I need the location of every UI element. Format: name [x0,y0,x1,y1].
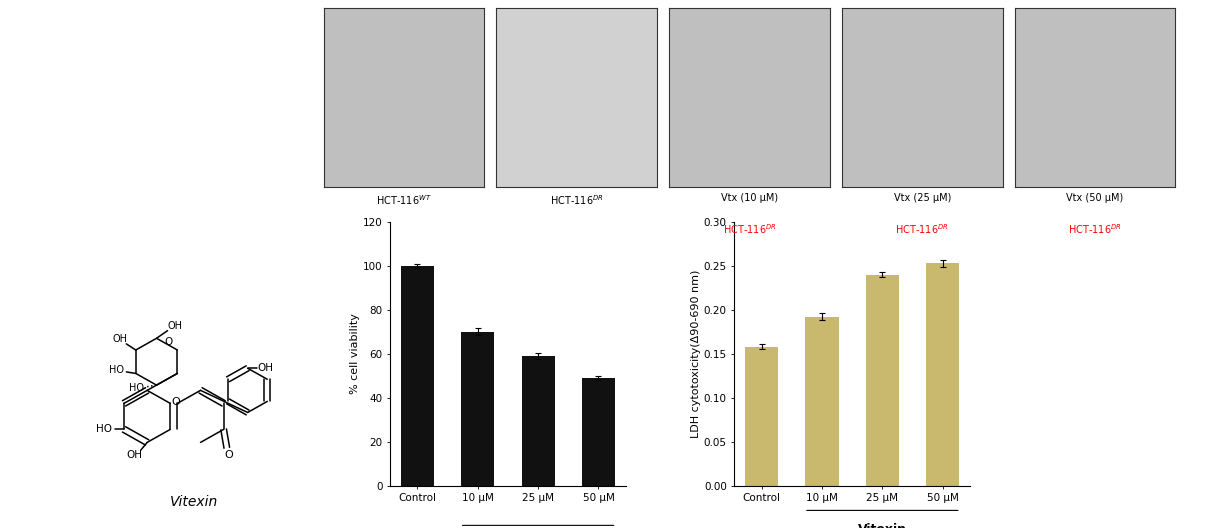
Text: Vtx (25 μM): Vtx (25 μM) [894,193,951,203]
Text: Vtx (10 μM): Vtx (10 μM) [721,193,778,203]
Text: OH: OH [257,363,273,373]
Y-axis label: % cell viability: % cell viability [350,313,360,394]
Text: O: O [172,397,180,407]
Text: HO: HO [110,365,124,375]
Text: OH: OH [168,321,182,331]
Text: OH: OH [127,450,143,460]
Text: HCT-116$^{DR}$: HCT-116$^{DR}$ [1068,222,1122,235]
Y-axis label: LDH cytotoxicity(Δ90-690 nm): LDH cytotoxicity(Δ90-690 nm) [691,270,701,438]
Text: Vitexin: Vitexin [858,523,907,528]
Bar [401,266,434,486]
Bar [522,356,554,486]
Text: HCT-116$^{DR}$: HCT-116$^{DR}$ [722,222,777,235]
Text: O: O [223,450,233,460]
Bar [745,347,778,486]
Text: HCT-116$^{WT}$: HCT-116$^{WT}$ [376,193,432,206]
Text: O: O [164,337,173,347]
Bar [582,378,615,486]
Text: OH: OH [112,334,128,344]
Text: HCT-116$^{DR}$: HCT-116$^{DR}$ [550,193,604,206]
Bar [806,317,838,486]
Bar [927,263,959,486]
Bar [866,275,899,486]
Text: HCT-116$^{DR}$: HCT-116$^{DR}$ [895,222,949,235]
Text: Vtx (50 μM): Vtx (50 μM) [1067,193,1123,203]
Text: HO: HO [128,383,144,393]
Text: Vitexin: Vitexin [170,495,219,509]
Text: HO: HO [95,425,111,435]
Bar [461,332,494,486]
